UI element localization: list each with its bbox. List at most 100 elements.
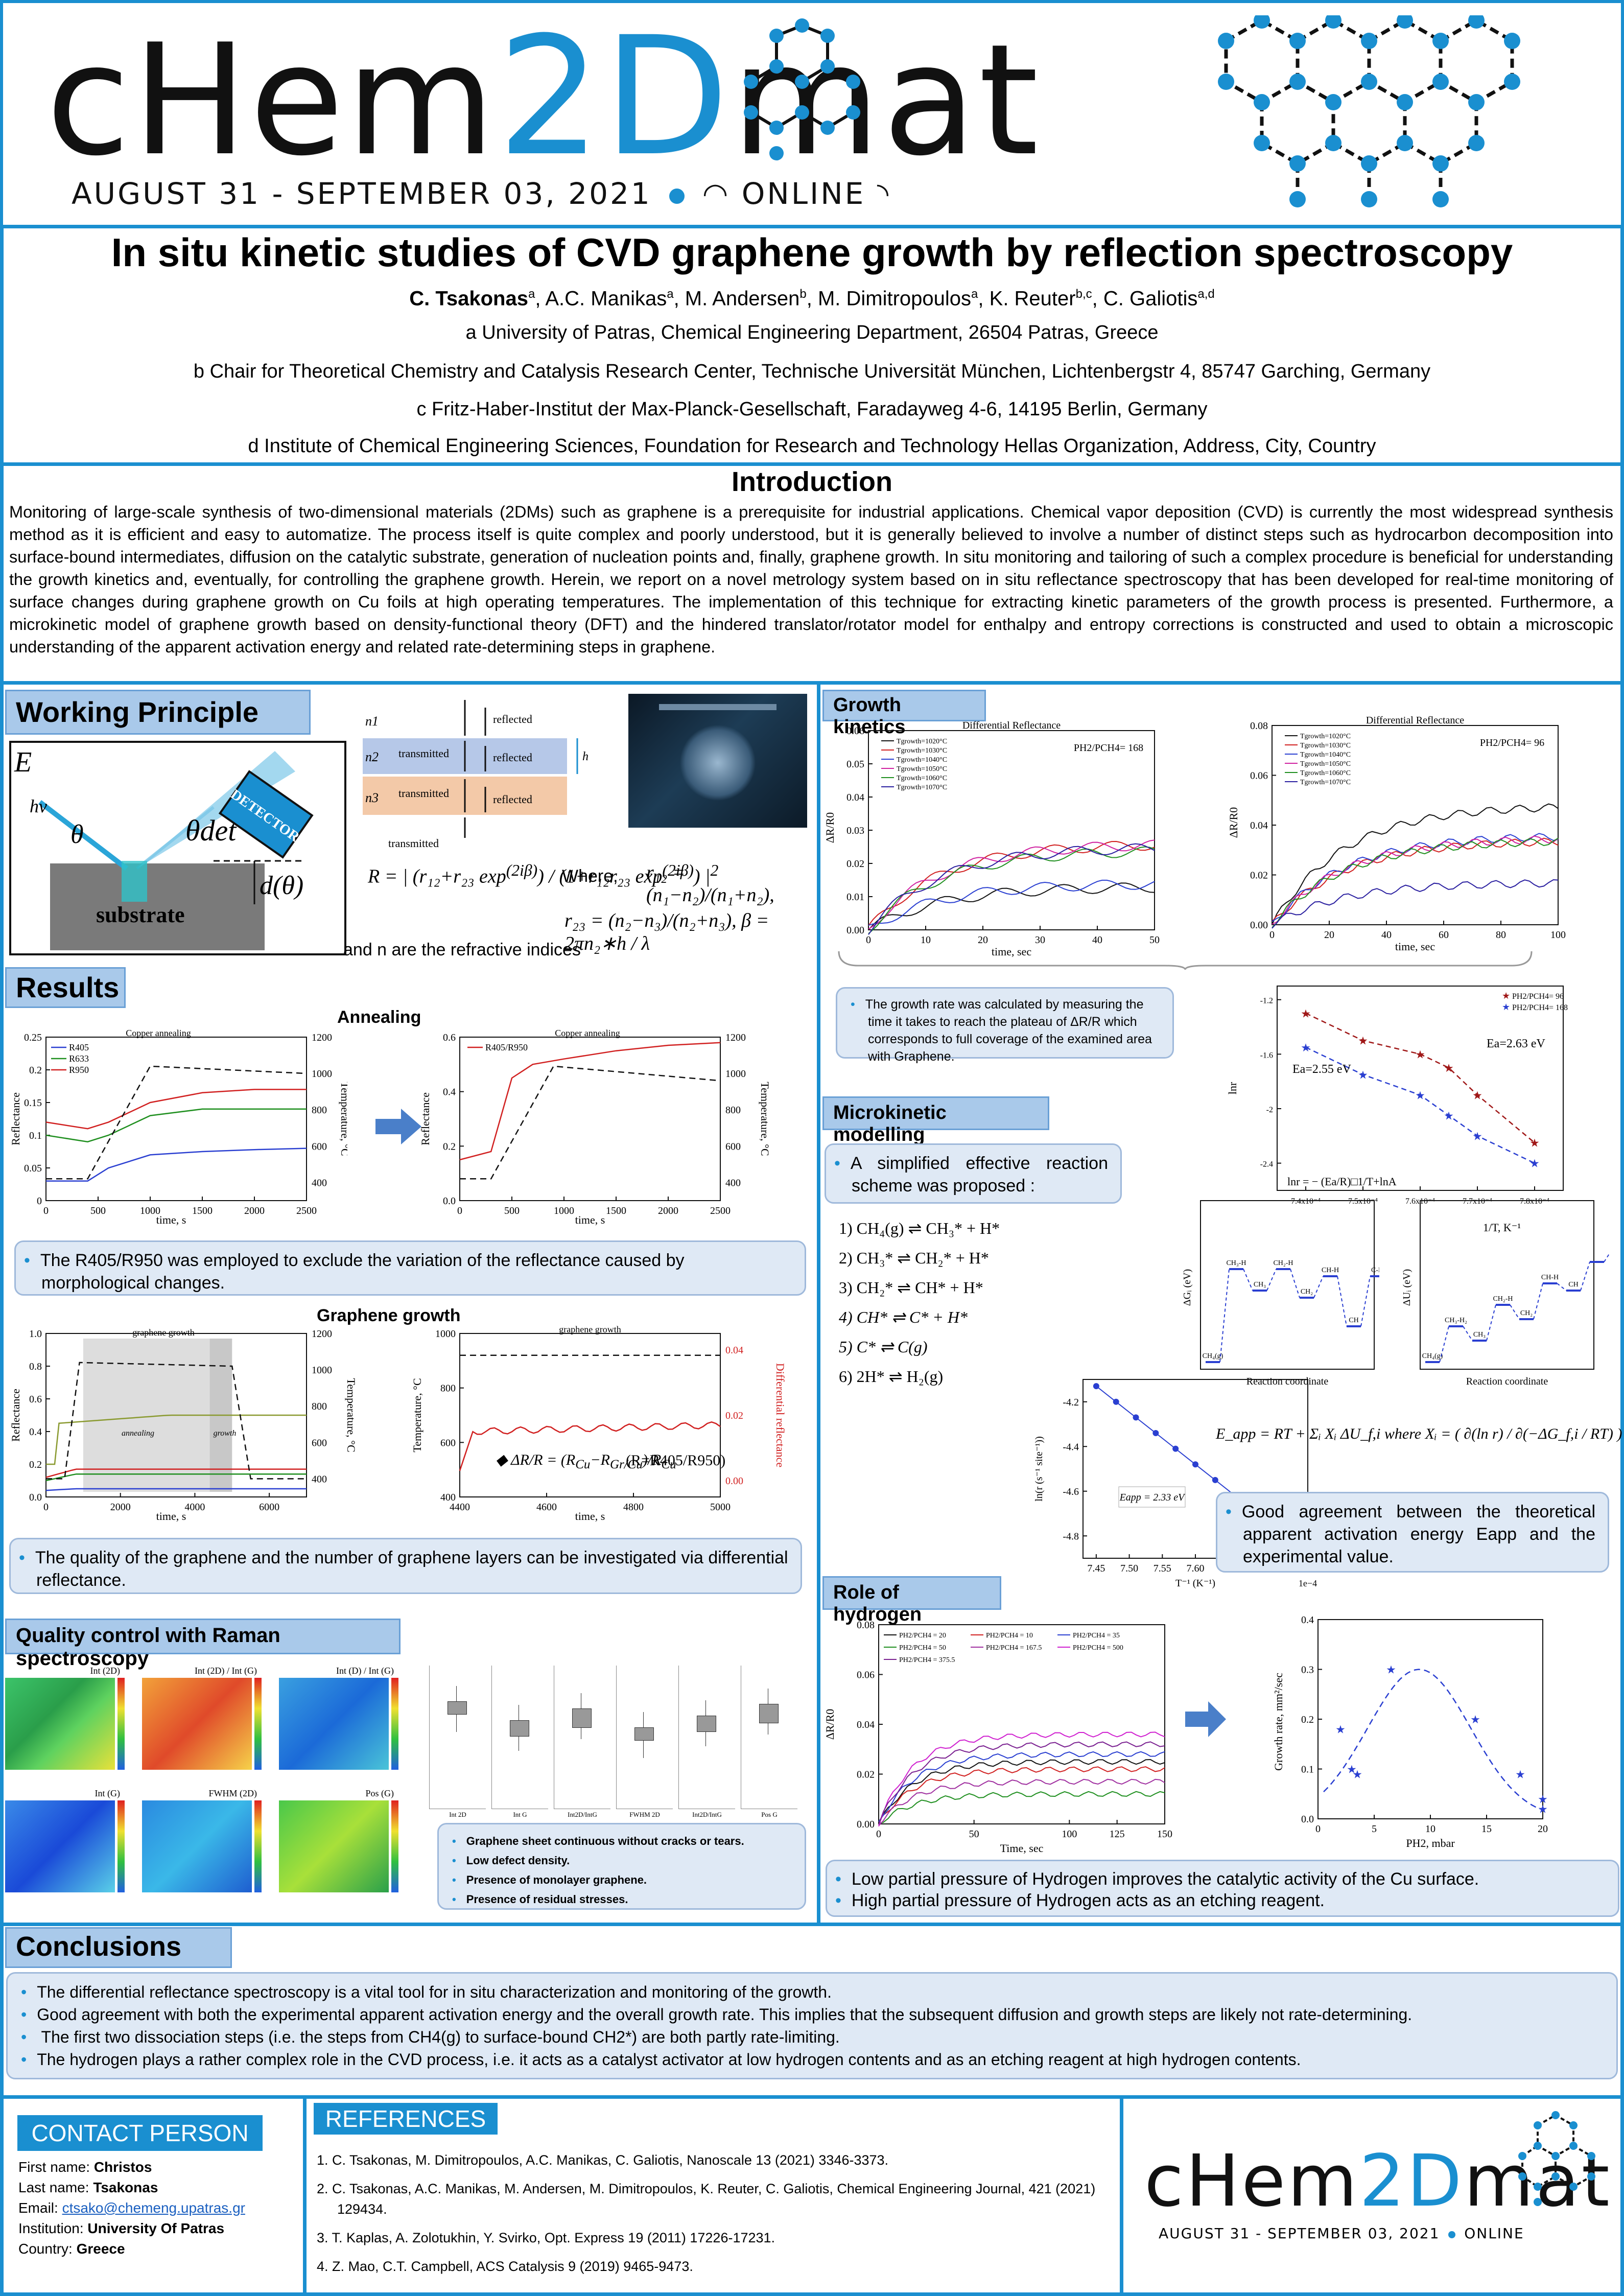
legend-label: Tgrowth=1030°C: [897, 747, 947, 755]
reaction-6: 6) 2H* ⇌ H₂(g): [839, 1367, 944, 1386]
energy-diagram-2: CH₄(g)CH₃-H₂CH₃CH₂-HCH₂CH-HCHC-HCReactio…: [1401, 1200, 1609, 1387]
legend-label: PH2/PCH4 = 167.5: [986, 1644, 1042, 1652]
y2-tick-label: 400: [725, 1177, 741, 1188]
y2-tick-label: 800: [312, 1105, 327, 1116]
raman-colorbar: [391, 1678, 398, 1770]
raman-map: Int (G): [5, 1788, 135, 1903]
intro-heading: Introduction: [732, 466, 892, 497]
series-2: [868, 879, 1155, 926]
raman-map-title: Int (2D): [90, 1666, 120, 1676]
reference-1: 1. C. Tsakonas, M. Dimitropoulos, A.C. M…: [317, 2152, 889, 2168]
microkinetic-heading: Microkinetic modelling: [822, 1096, 1049, 1145]
differential-reflectance: [459, 1421, 721, 1471]
reference-2: 2. C. Tsakonas, A.C. Manikas, M. Anderse…: [317, 2181, 1096, 2217]
annotation-ea-1: Ea=2.63 eV: [1487, 1037, 1546, 1050]
y2-tick-label: 0.02: [725, 1410, 743, 1421]
y-tick-label: -2.4: [1260, 1160, 1273, 1169]
y-axis-label: Reflectance: [10, 1092, 22, 1145]
data-point: ★: [1444, 1109, 1454, 1122]
email-link[interactable]: ctsako@chemeng.upatras.gr: [62, 2200, 245, 2216]
energy-link: [1533, 1283, 1543, 1320]
temperature-line: [46, 1065, 307, 1180]
x-axis-exponent: 1e−4: [1299, 1578, 1317, 1588]
x-tick-label: 50: [1149, 934, 1160, 946]
x-tick-label: 4600: [536, 1502, 557, 1513]
raman-colorbar: [391, 1800, 398, 1892]
raman-point-2: Low defect density.: [466, 1851, 792, 1870]
x-tick-label: 15: [1481, 1823, 1492, 1835]
data-point: [1172, 1445, 1179, 1452]
reflected-2: reflected: [493, 751, 532, 764]
legend-label: Tgrowth=1040°C: [897, 756, 947, 764]
y2-tick-label: 600: [312, 1437, 327, 1448]
raman-map: Int (2D): [5, 1666, 135, 1780]
intro-text: Monitoring of large-scale synthesis of t…: [9, 503, 1613, 656]
series-R950: [45, 1468, 307, 1478]
data-point: ★: [1472, 1089, 1482, 1102]
y-tick-label: -4.4: [1063, 1441, 1079, 1452]
y2-tick-label: 600: [725, 1141, 741, 1152]
author-6: C. Galiotis: [1103, 287, 1198, 310]
n3-label: n3: [365, 790, 379, 805]
y-tick-label: 0.04: [846, 792, 864, 803]
y-axis-label: ΔR/R0: [1227, 807, 1240, 838]
y-tick-label: 0.8: [29, 1361, 42, 1372]
substrate-label: substrate: [96, 902, 185, 927]
results-bubble-1: The R405/R950 was employed to exclude th…: [14, 1240, 806, 1296]
footer-date: AUGUST 31 - SEPTEMBER 03, 2021 ONLINE: [1159, 2225, 1524, 2242]
signal-icon: ◝: [877, 176, 891, 211]
logo-2d: 2D: [497, 2, 732, 192]
energy-link: [1604, 1253, 1609, 1262]
legend-label: PH2/PCH4 = 35: [1073, 1632, 1120, 1639]
x-tick-label: 6000: [259, 1502, 279, 1513]
y-tick-label: 0.05: [24, 1163, 42, 1174]
hydrogen-point-2: High partial pressure of Hydrogen acts a…: [852, 1890, 1606, 1911]
x-tick-label: 5: [1372, 1823, 1377, 1835]
annotation-formula: lnr = − (Ea/R)□1/T+lnA: [1287, 1175, 1397, 1188]
contact-email: Email: ctsako@chemeng.upatras.gr: [18, 2200, 245, 2216]
data-point: ★: [1358, 1035, 1368, 1047]
y-tick-label: 0.08: [1250, 720, 1268, 732]
x-tick-label: 7.8x10⁻⁴: [1520, 1197, 1549, 1206]
boxplot-box: [448, 1701, 467, 1715]
series-R633: [45, 1108, 307, 1143]
references-heading: REFERENCES: [314, 2103, 498, 2135]
chart-note: PH2/PCH4= 168: [1074, 742, 1143, 754]
chart-title: Differential Reflectance: [1366, 715, 1464, 726]
y-tick-label: 0.2: [443, 1141, 456, 1152]
conclusions-heading: Conclusions: [5, 1927, 232, 1968]
legend-marker: ★: [1502, 1002, 1510, 1012]
data-point: ★: [1386, 1664, 1396, 1676]
y2-axis-label: Temperature, °C: [339, 1082, 347, 1156]
energy-label: CH₃-H₂: [1445, 1317, 1467, 1324]
y-tick-label: 1.0: [29, 1328, 42, 1340]
y-tick-label: 0.00: [846, 925, 864, 936]
y-tick-label: 0.03: [846, 825, 864, 836]
y-axis-label: ΔUᵢ (eV): [1401, 1269, 1413, 1306]
temperature-line: [46, 1362, 307, 1480]
reflectance-formula: R = | (r₁₂+r₂₃ exp(2iβ)) / (1+r₁₂r₂₃ exp…: [368, 861, 774, 954]
y-axis-label: Reflectance: [10, 1389, 22, 1442]
x-tick-label: 30: [1035, 934, 1045, 946]
y-axis-label: Temperature, °C: [411, 1378, 423, 1452]
energy-label: CH₃: [1473, 1331, 1486, 1339]
reference-3: 3. T. Kaplas, A. Zolotukhin, Y. Svirko, …: [317, 2230, 775, 2245]
y-tick-label: 0.06: [846, 725, 864, 737]
reflection-schematic: DETECTOR E hν θ θdet substrate d(θ): [9, 741, 346, 955]
results-bubble-2-text: The quality of the graphene and the numb…: [35, 1547, 788, 1591]
eapp-equation: E_app = RT + Σᵢ Xᵢ ΔU_f,i where Xᵢ = ( ∂…: [1216, 1425, 1622, 1442]
x-tick-label: 500: [504, 1205, 520, 1216]
micro-bubble-text: A simplified effective reaction scheme w…: [851, 1152, 1108, 1197]
raman-boxplot: Int 2D: [429, 1666, 486, 1818]
legend-label: PH2/PCH4= 168: [1512, 1003, 1568, 1012]
y-tick-label: 0.0: [29, 1492, 42, 1503]
reaction-1: 1) CH₄(g) ⇌ CH₃* + H*: [839, 1219, 1000, 1237]
y-tick-label: 0.08: [857, 1620, 875, 1631]
raman-map-image: [5, 1678, 115, 1770]
conclusion-2: Good agreement with both the experimenta…: [37, 2003, 1604, 2026]
raman-point-1: Graphene sheet continuous without cracks…: [466, 1832, 792, 1851]
raman-point-3: Presence of monolayer graphene.: [466, 1870, 792, 1890]
raman-map-image: [142, 1678, 252, 1770]
working-principle-heading: Working Principle: [5, 690, 311, 735]
results-bubble-1-text: The R405/R950 was employed to exclude th…: [40, 1249, 792, 1294]
